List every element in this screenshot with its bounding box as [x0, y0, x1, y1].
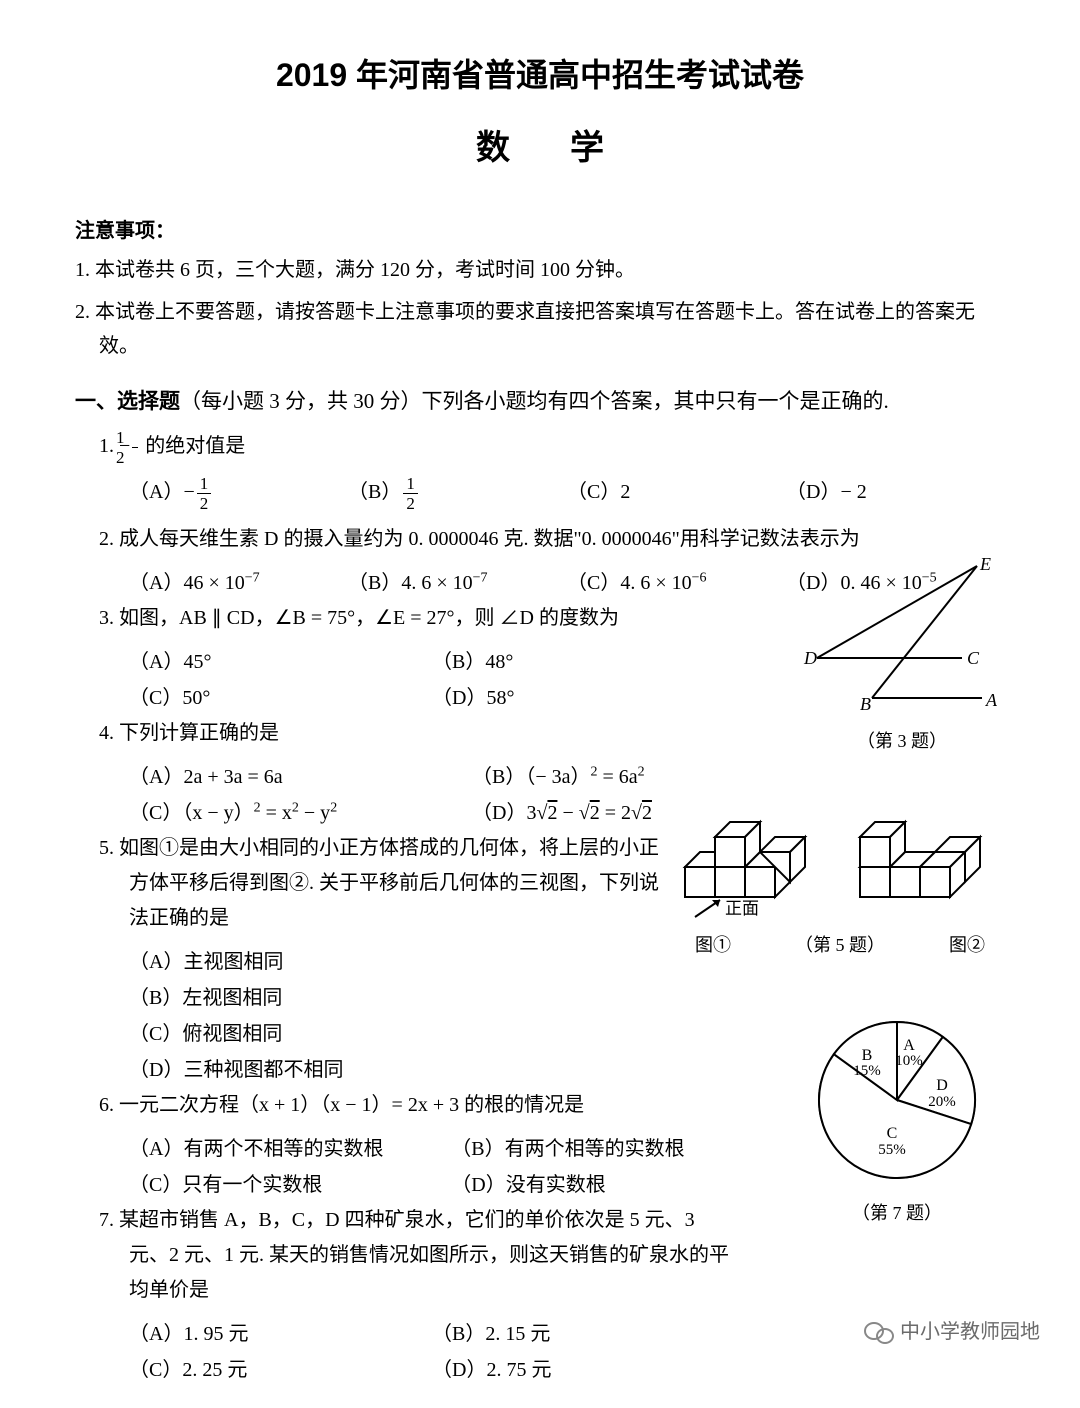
- exponent: −6: [692, 570, 707, 585]
- option-a: （A）−12: [129, 474, 348, 512]
- opt-text: （C）（x − y）: [129, 802, 254, 824]
- option-b: （B）48°: [432, 644, 735, 680]
- radicand: 2: [642, 802, 652, 824]
- option-b: （B）12: [348, 474, 567, 512]
- option-c: （C）50°: [129, 680, 432, 716]
- fig5-cap1: 图①: [695, 931, 731, 957]
- opt-text: （B）（− 3a）: [472, 766, 591, 788]
- svg-text:A: A: [985, 690, 998, 710]
- section-1-heading: 一、选择题（每小题 3 分，共 30 分）下列各小题均有四个答案，其中只有一个是…: [75, 385, 1005, 415]
- q3-options: （A）45° （B）48° （C）50° （D）58°: [75, 644, 735, 716]
- question-5: 5. 如图①是由大小相同的小正方体搭成的几何体，将上层的小正方体平移后得到图②.…: [75, 831, 675, 936]
- option-c: （C）（x − y）2 = x2 − y2: [129, 795, 472, 831]
- svg-text:20%: 20%: [928, 1094, 956, 1110]
- q1-options: （A）−12 （B）12 （C）2 （D）− 2: [75, 474, 1005, 512]
- option-c: （C）2: [567, 474, 786, 512]
- question-4: 4. 下列计算正确的是: [75, 716, 735, 751]
- option-d: （D）− 2: [786, 474, 1005, 512]
- opt-text: （C）4. 6 × 10: [567, 572, 692, 594]
- svg-text:C: C: [887, 1125, 898, 1142]
- svg-text:55%: 55%: [878, 1142, 906, 1158]
- radicand: 2: [547, 802, 557, 824]
- section-1-label: 一、选择题: [75, 390, 180, 413]
- opt-text: （B）: [348, 481, 401, 503]
- svg-text:D: D: [803, 648, 817, 668]
- option-d: （D）没有实数根: [451, 1167, 715, 1203]
- opt-text: − y: [299, 802, 330, 824]
- watermark: 中小学教师园地: [864, 1315, 1040, 1346]
- q7-stem: 7. 某超市销售 A，B，C，D 四种矿泉水，它们的单价依次是 5 元、3 元、…: [129, 1203, 729, 1308]
- exponent: 2: [330, 800, 337, 815]
- exponent: −7: [245, 570, 260, 585]
- option-d: （D）58°: [432, 680, 735, 716]
- option-a: （A）1. 95 元: [129, 1316, 432, 1352]
- option-a: （A）有两个不相等的实数根: [129, 1131, 451, 1167]
- question-1: 1. −12 的绝对值是: [75, 429, 1005, 466]
- fig5-captions: 图① （第 5 题） 图②: [675, 927, 1005, 957]
- geometry-diagram-icon: E D C B A: [802, 558, 1002, 718]
- opt-text: −: [557, 802, 578, 824]
- svg-text:15%: 15%: [853, 1063, 881, 1079]
- figure-3: E D C B A （第 3 题）: [802, 558, 1002, 753]
- svg-text:E: E: [979, 558, 991, 574]
- notice-item: 2. 本试卷上不要答题，请按答题卡上注意事项的要求直接把答案填写在答题卡上。答在…: [75, 295, 1005, 363]
- exponent: 2: [591, 764, 598, 779]
- figure-5: 正面 图① （第 5 题） 图②: [675, 782, 1005, 957]
- option-a: （A）46 × 10−7: [129, 565, 348, 601]
- section-1-desc: （每小题 3 分，共 30 分）下列各小题均有四个答案，其中只有一个是正确的.: [180, 389, 889, 413]
- opt-text: （A）−: [129, 481, 195, 503]
- front-label: 正面: [725, 899, 759, 918]
- opt-text: （B）4. 6 × 10: [348, 572, 473, 594]
- fraction-icon: 12: [197, 475, 212, 512]
- option-c: （C）2. 25 元: [129, 1352, 432, 1388]
- q6-options: （A）有两个不相等的实数根 （B）有两个相等的实数根 （C）只有一个实数根 （D…: [75, 1131, 715, 1203]
- question-2: 2. 成人每天维生素 D 的摄入量约为 0. 0000046 克. 数据"0. …: [75, 522, 1005, 557]
- notice-item: 1. 本试卷共 6 页，三个大题，满分 120 分，考试时间 100 分钟。: [75, 253, 1005, 287]
- fraction-icon: 12: [132, 429, 138, 466]
- q1-stem-post: 的绝对值是: [140, 435, 245, 457]
- fig5-cap2: 图②: [949, 931, 985, 957]
- watermark-text: 中小学教师园地: [900, 1321, 1040, 1343]
- option-d: （D）2. 75 元: [432, 1352, 735, 1388]
- notice-heading: 注意事项：: [75, 214, 1005, 243]
- svg-text:D: D: [936, 1077, 948, 1094]
- opt-text: （D）3: [472, 802, 536, 824]
- fig5-capmid: （第 5 题）: [795, 931, 885, 957]
- option-b: （B）有两个相等的实数根: [451, 1131, 715, 1167]
- svg-text:10%: 10%: [895, 1053, 923, 1069]
- exponent: 2: [638, 764, 645, 779]
- option-a: （A）2a + 3a = 6a: [129, 759, 472, 795]
- svg-text:A: A: [903, 1037, 915, 1054]
- option-a: （A）45°: [129, 644, 432, 680]
- svg-text:C: C: [967, 648, 980, 668]
- exam-title: 2019 年河南省普通高中招生考试试卷: [75, 50, 1005, 96]
- opt-text: = 6a: [598, 766, 638, 788]
- radicand: 2: [590, 802, 600, 824]
- q7-options: （A）1. 95 元 （B）2. 15 元 （C）2. 25 元 （D）2. 7…: [75, 1316, 735, 1388]
- svg-text:B: B: [860, 694, 871, 714]
- svg-text:B: B: [862, 1047, 873, 1064]
- figure-7: A 10% D 20% C 55% B 15% （第 7 题）: [792, 1010, 1002, 1225]
- opt-text: （A）46 × 10: [129, 572, 245, 594]
- opt-text: = x: [261, 802, 292, 824]
- option-c: （C）4. 6 × 10−6: [567, 565, 786, 601]
- exponent: −7: [473, 570, 488, 585]
- exponent: 2: [254, 800, 261, 815]
- figure-caption: （第 3 题）: [802, 727, 1002, 753]
- fraction-icon: 12: [403, 475, 418, 512]
- option-b: （B）4. 6 × 10−7: [348, 565, 567, 601]
- question-3: 3. 如图，AB ∥ CD，∠B = 75°，∠E = 27°，则 ∠D 的度数…: [75, 601, 735, 636]
- q1-stem-pre: 1. −: [99, 435, 130, 457]
- cubes-diagram-icon: 正面: [675, 782, 1005, 922]
- subject-title: 数学: [75, 120, 1005, 169]
- option-c: （C）只有一个实数根: [129, 1167, 451, 1203]
- option-b: （B）2. 15 元: [432, 1316, 735, 1352]
- wechat-icon: [864, 1320, 894, 1346]
- opt-text: = 2: [600, 802, 631, 824]
- exponent: 2: [292, 800, 299, 815]
- figure-caption: （第 7 题）: [792, 1199, 1002, 1225]
- pie-chart-icon: A 10% D 20% C 55% B 15%: [802, 1010, 992, 1190]
